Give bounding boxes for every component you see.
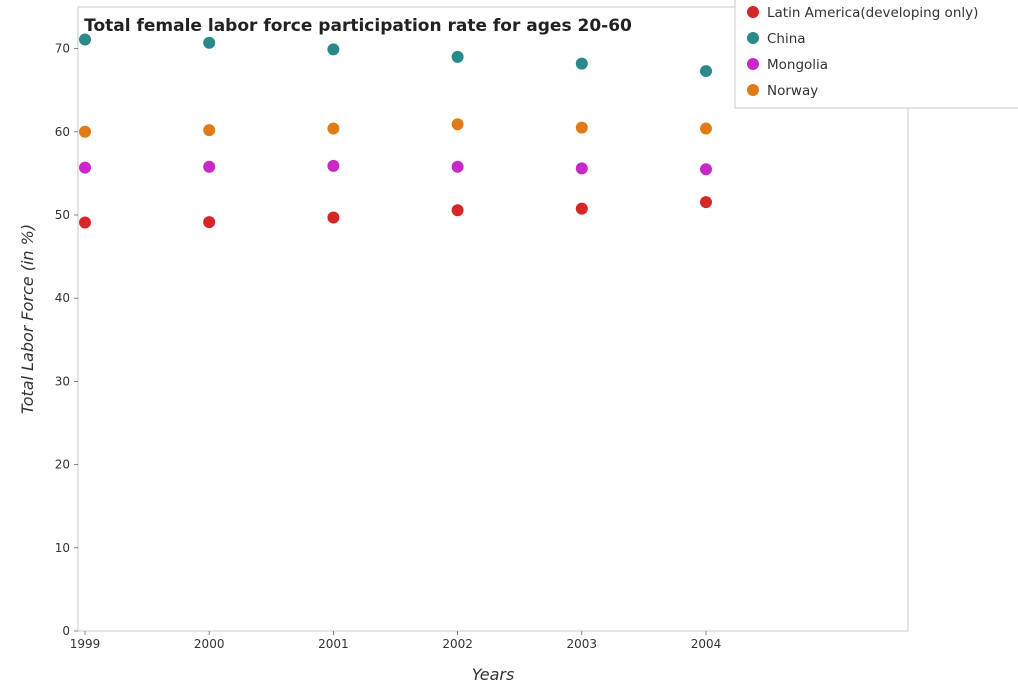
legend-label: Latin America(developing only)	[767, 5, 978, 21]
series-norway	[79, 118, 712, 138]
legend-marker	[747, 32, 759, 44]
data-point	[327, 122, 340, 135]
legend-label: China	[767, 31, 806, 47]
data-point	[451, 50, 464, 63]
data-point	[327, 159, 340, 172]
x-tick-label: 2002	[442, 637, 473, 651]
x-tick-label: 2004	[691, 637, 722, 651]
data-point	[575, 162, 588, 175]
data-point	[700, 65, 712, 78]
y-axis-ticks: 0 10 20 30 40 50 60 70	[55, 42, 78, 638]
data-point	[451, 204, 464, 217]
y-tick-label: 10	[55, 541, 70, 555]
data-point	[79, 161, 91, 174]
y-tick-label: 20	[55, 458, 70, 472]
x-tick-label: 2003	[567, 637, 598, 651]
data-point	[203, 216, 216, 229]
plot-frame	[77, 6, 909, 632]
data-point	[700, 163, 712, 176]
data-point	[327, 43, 340, 56]
data-point	[79, 33, 91, 46]
data-point	[203, 36, 216, 49]
legend-label: Norway	[767, 83, 818, 99]
legend-marker	[747, 58, 759, 70]
legend-marker	[747, 84, 759, 96]
data-point	[575, 121, 588, 134]
data-point	[700, 122, 712, 135]
x-tick-label: 2000	[194, 637, 225, 651]
x-tick-label: 1999	[70, 637, 101, 651]
x-tick-label: 2001	[318, 637, 349, 651]
data-point	[203, 124, 216, 137]
series-china	[79, 33, 712, 78]
y-tick-label: 60	[55, 125, 70, 139]
y-tick-label: 50	[55, 208, 70, 222]
legend-items: Latin America(developing only) China Mongo…	[747, 5, 978, 99]
y-tick-label: 30	[55, 374, 70, 388]
legend-marker	[747, 6, 759, 18]
legend-label: Mongolia	[767, 57, 828, 73]
data-point	[79, 216, 91, 229]
data-point	[700, 196, 712, 209]
y-tick-label: 0	[62, 624, 70, 638]
data-point	[451, 160, 464, 173]
x-axis-title: Years	[472, 665, 515, 684]
data-markers	[79, 33, 712, 229]
chart-title: Total female labor force participation r…	[84, 16, 632, 36]
plot-area: 0 10 20 30 40 50 60 70 1999 2000 2001 2002 2003 2004	[55, 6, 909, 651]
data-point	[575, 202, 588, 215]
legend-box	[734, 0, 1018, 109]
x-axis-ticks: 1999 2000 2001 2002 2003 2004	[70, 631, 722, 651]
data-point	[451, 118, 464, 131]
series-mongolia	[79, 159, 712, 176]
data-point	[327, 211, 340, 224]
y-tick-label: 70	[55, 42, 70, 56]
series-latin-america-developing-only	[79, 196, 712, 229]
data-point	[575, 57, 588, 70]
data-point	[79, 125, 91, 138]
y-axis-title: Total Labor Force (in %)	[18, 224, 37, 414]
legend: Latin America(developing only) China Mongo…	[734, 0, 1018, 109]
y-tick-label: 40	[55, 291, 70, 305]
data-point	[203, 160, 216, 173]
